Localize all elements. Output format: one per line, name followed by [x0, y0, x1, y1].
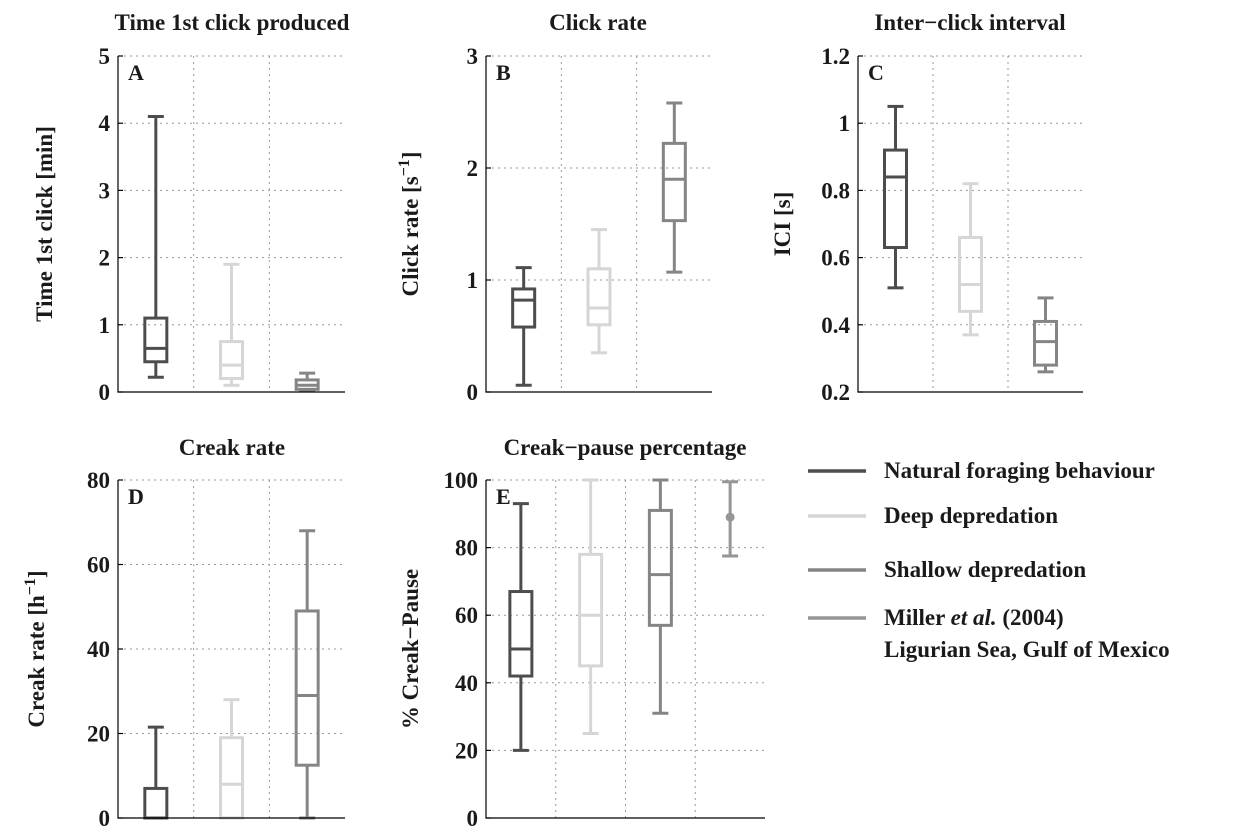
ytick-label: 1	[99, 313, 111, 338]
box-deep	[578, 478, 604, 735]
panel-letter: C	[868, 60, 884, 85]
box-iqr	[294, 609, 320, 767]
ytick-label: 0	[99, 806, 111, 830]
box-iqr	[219, 736, 244, 820]
panel-title: Inter−click interval	[874, 10, 1065, 35]
box-natural	[143, 114, 169, 379]
box-natural	[511, 266, 537, 387]
ytick-label: 20	[455, 738, 478, 763]
panel-letter: E	[496, 484, 511, 509]
panel-C: 0.2 0.4 0.6 0.8 1 1.2 Inter−click interval C ICI…	[770, 10, 1083, 405]
ytick-label: 1.2	[821, 44, 850, 69]
ytick-label: 1	[467, 268, 479, 293]
box-iqr	[219, 340, 244, 381]
box-iqr	[578, 552, 604, 668]
box-shallow	[1033, 296, 1058, 374]
ytick-label: 80	[455, 536, 478, 561]
box-iqr	[508, 590, 534, 678]
panel-title: Creak rate	[179, 435, 285, 460]
box-iqr	[511, 287, 537, 329]
box-natural	[883, 104, 908, 290]
legend-label: Natural foraging behaviour	[884, 458, 1155, 483]
panel-title: Click rate	[549, 10, 647, 35]
box-shallow	[661, 101, 687, 274]
legend-item-shallow: Shallow depredation	[808, 557, 1086, 582]
panel-D: 0 20 40 60 80 Creak rate D Creak rate [h−1]	[22, 435, 345, 830]
ytick-label: 0	[467, 380, 479, 405]
ytick-label: 1	[839, 111, 851, 136]
ytick-label: 0	[99, 380, 111, 405]
ytick-label: 40	[87, 637, 110, 662]
y-axis-label: Click rate [s−1]	[396, 152, 423, 297]
box-deep	[586, 228, 612, 355]
legend-label: Shallow depredation	[884, 557, 1086, 582]
ytick-label: 0.6	[821, 246, 850, 271]
legend-item-deep: Deep depredation	[808, 503, 1058, 528]
panel-title: Time 1st click produced	[115, 10, 350, 35]
box-iqr	[883, 148, 908, 250]
ytick-label: 4	[99, 111, 111, 136]
ytick-label: 2	[467, 156, 479, 181]
box-shallow	[647, 478, 673, 715]
panel-E: 0 20 40 60 80 100 Creak−pause percentage E % Cre…	[398, 435, 765, 830]
box-shallow	[294, 371, 320, 393]
panel-title: Creak−pause percentage	[504, 435, 747, 460]
legend-label: Miller et al. (2004)	[884, 605, 1064, 630]
box-shallow	[294, 529, 320, 820]
ytick-label: 3	[467, 44, 479, 69]
legend-label-line2: Ligurian Sea, Gulf of Mexico	[884, 637, 1170, 662]
ytick-label: 3	[99, 178, 111, 203]
ytick-label: 80	[87, 468, 110, 493]
ytick-label: 0	[467, 806, 479, 830]
box-natural	[143, 725, 169, 820]
panel-B: 0 1 2 3 Click rate B Click rate [s−1]	[396, 10, 712, 405]
box-deep	[958, 182, 983, 337]
ytick-label: 20	[87, 722, 110, 747]
ytick-label: 2	[99, 246, 111, 271]
box-iqr	[958, 235, 983, 313]
box-deep	[219, 698, 244, 820]
box-natural	[508, 502, 534, 752]
ytick-label: 5	[99, 44, 111, 69]
box-iqr	[143, 316, 169, 364]
box-deep	[219, 262, 244, 387]
box-iqr	[143, 786, 169, 820]
legend-item-miller: Miller et al. (2004) Ligurian Sea, Gulf o…	[808, 605, 1170, 662]
ytick-label: 40	[455, 671, 478, 696]
box-iqr	[1033, 319, 1058, 367]
ytick-label: 60	[87, 553, 110, 578]
panel-letter: A	[128, 60, 144, 85]
point-miller	[722, 480, 739, 558]
ytick-label: 60	[455, 603, 478, 628]
box-iqr	[661, 141, 687, 223]
box-iqr	[586, 267, 612, 327]
ytick-label: 0.4	[821, 313, 850, 338]
y-axis-label: Creak rate [h−1]	[22, 570, 49, 727]
ytick-label: 0.8	[821, 178, 850, 203]
ytick-label: 100	[444, 468, 479, 493]
panel-letter: D	[128, 484, 144, 509]
mean-dot	[725, 512, 735, 522]
box-iqr	[647, 508, 673, 627]
y-axis-label: ICI [s]	[770, 192, 795, 257]
ytick-label: 0.2	[821, 380, 850, 405]
y-axis-label: Time 1st click [min]	[32, 126, 57, 322]
panel-letter: B	[496, 60, 511, 85]
legend-label: Deep depredation	[884, 503, 1058, 528]
y-axis-label: % Creak−Pause	[398, 569, 423, 729]
legend: Natural foraging behaviour Deep depredati…	[808, 458, 1170, 662]
legend-item-natural: Natural foraging behaviour	[808, 458, 1155, 483]
